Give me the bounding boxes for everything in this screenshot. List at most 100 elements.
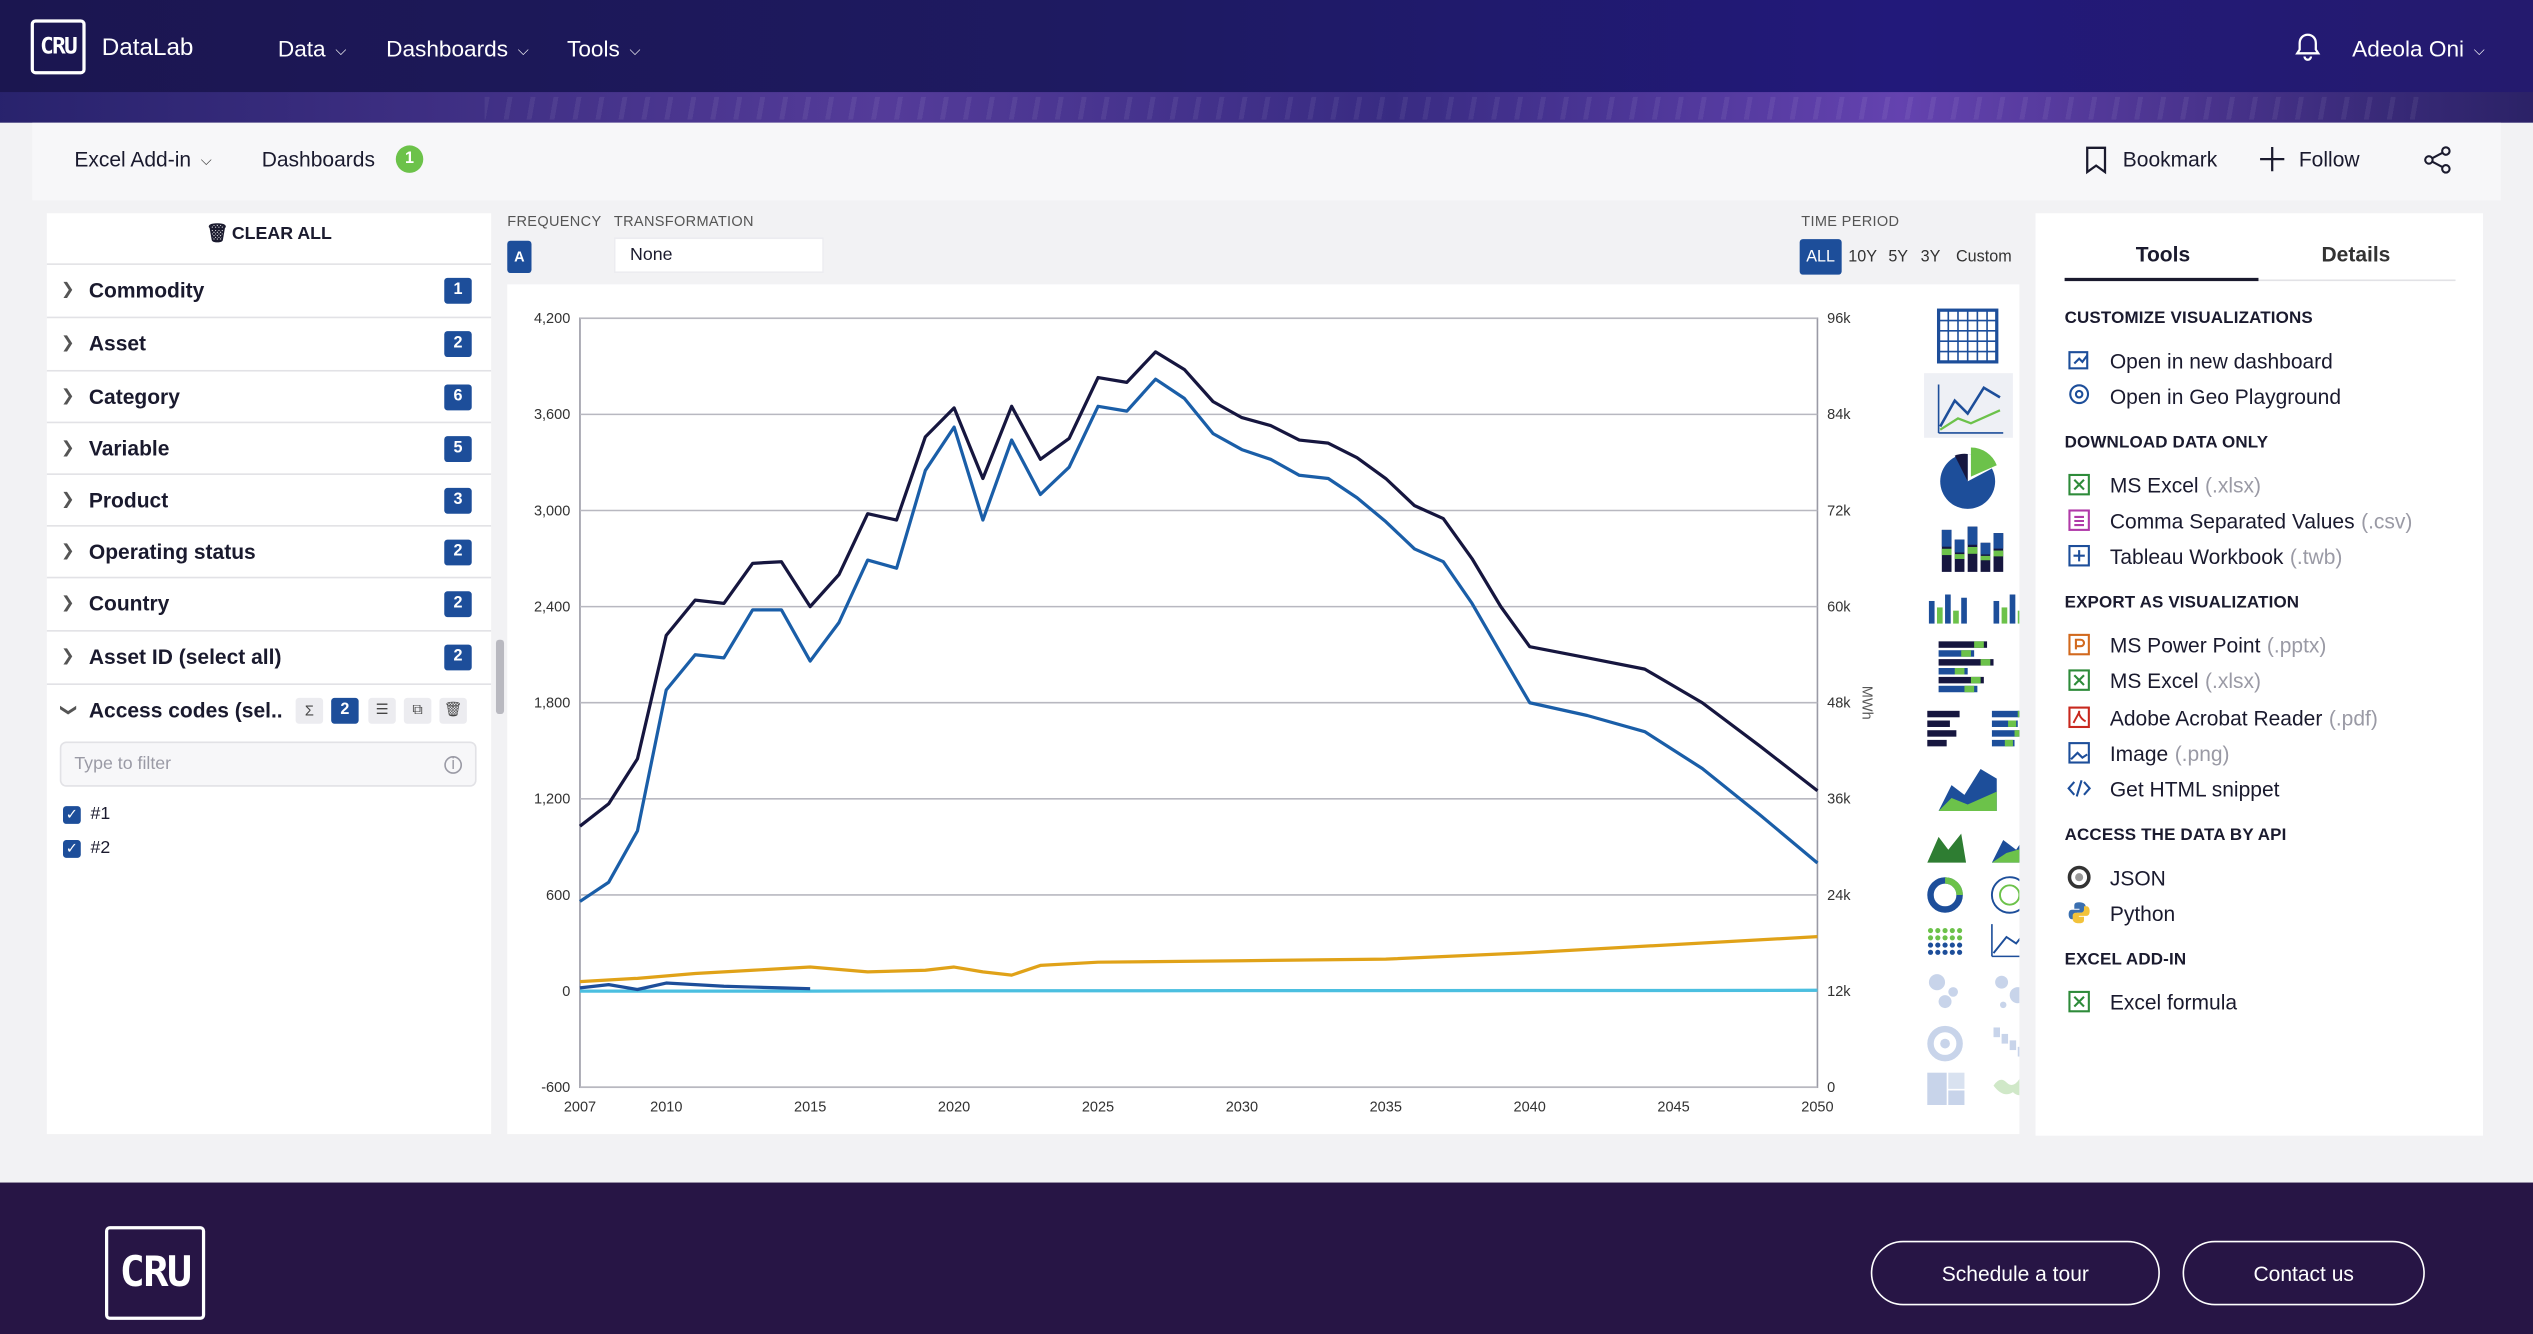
- time-period-custom[interactable]: Custom: [1955, 247, 2012, 266]
- share-icon[interactable]: [2423, 145, 2452, 174]
- grouped-bar-chart-icon[interactable]: [1961, 597, 1967, 624]
- get-html-snippet[interactable]: Get HTML snippet: [2065, 774, 2279, 803]
- filter-operating-status[interactable]: ❯ Operating status 2: [46, 525, 492, 577]
- treemap-chart-icon[interactable]: [1948, 1072, 1965, 1089]
- grouped-bar-100-chart-icon[interactable]: [2001, 607, 2008, 624]
- dot-matrix-chart-icon[interactable]: [1949, 949, 1955, 955]
- bookmark-button[interactable]: Bookmark: [2122, 147, 2218, 172]
- horizontal-bar-chart-icon[interactable]: [1938, 650, 1975, 657]
- time-period-all[interactable]: ALL: [1799, 239, 1842, 275]
- scatter-bubble-chart-icon[interactable]: [2009, 987, 2026, 1004]
- horizontal-bar-chart-icon[interactable]: [1938, 668, 1968, 675]
- horizontal-stacked-bar-small-icon[interactable]: [2004, 739, 2013, 747]
- horizontal-bar-small-icon[interactable]: [1927, 739, 1947, 747]
- download-excel[interactable]: MS Excel (.xlsx): [2065, 470, 2261, 499]
- api-python[interactable]: Python: [2065, 898, 2175, 927]
- export-excel[interactable]: MS Excel (.xlsx): [2065, 666, 2261, 695]
- time-period-10y[interactable]: 10Y: [1848, 247, 1878, 266]
- tab-tools[interactable]: Tools: [2135, 242, 2191, 267]
- horizontal-bar-small-icon[interactable]: [1927, 710, 1960, 718]
- radial-chart-icon[interactable]: [1999, 884, 2021, 906]
- series-line[interactable]: [579, 377, 1819, 903]
- filter-category[interactable]: ❯ Category 6: [46, 369, 492, 422]
- donut-chart-icon[interactable]: [1944, 877, 1963, 896]
- line-chart-icon[interactable]: [1939, 385, 2001, 428]
- horizontal-bar-chart-icon[interactable]: [1980, 659, 1991, 666]
- bubble-chart-icon[interactable]: [1928, 974, 1946, 991]
- nav-tools[interactable]: Tools ⌵: [567, 36, 641, 62]
- dot-matrix-chart-icon[interactable]: [1935, 927, 1941, 934]
- stacked-bar-chart-icon[interactable]: [1967, 526, 1978, 545]
- checkbox-checked-icon[interactable]: ✓: [63, 805, 81, 824]
- contact-us-button[interactable]: Contact us: [2182, 1240, 2425, 1306]
- sunburst-chart-icon[interactable]: [1940, 1038, 1950, 1049]
- filter-variable[interactable]: ❯ Variable 5: [46, 421, 492, 474]
- clear-all-button[interactable]: 🗑 CLEAR ALL: [47, 223, 491, 244]
- dot-matrix-chart-icon[interactable]: [1949, 942, 1955, 948]
- schedule-tour-button[interactable]: Schedule a tour: [1870, 1240, 2160, 1306]
- dot-matrix-chart-icon[interactable]: [1957, 927, 1963, 934]
- export-powerpoint[interactable]: MS Power Point (.pptx): [2065, 630, 2326, 659]
- bubble-chart-icon[interactable]: [1938, 995, 1952, 1009]
- notification-bell-icon[interactable]: [2294, 32, 2321, 61]
- line-chart[interactable]: -600 0 0 12k 600 24k 1,200 36k 1,800 48k 2,400 60k 3…: [507, 284, 2032, 1134]
- treemap-chart-icon[interactable]: [1927, 1072, 1947, 1106]
- horizontal-bar-chart-icon[interactable]: [1961, 650, 1971, 657]
- grouped-bar-chart-icon[interactable]: [1928, 600, 1935, 624]
- trash-icon[interactable]: 🗑: [439, 697, 467, 723]
- time-period-3y[interactable]: 3Y: [1920, 247, 1941, 266]
- access-codes-filter-input[interactable]: Type to filter i: [59, 741, 477, 787]
- download-csv[interactable]: Comma Separated Values (.csv): [2065, 506, 2412, 535]
- dot-matrix-chart-icon[interactable]: [1942, 927, 1948, 934]
- filter-product[interactable]: ❯ Product 3: [46, 473, 492, 525]
- dot-matrix-chart-icon[interactable]: [1942, 935, 1948, 941]
- filter-asset-id[interactable]: ❯ Asset ID (select all) 2: [46, 630, 492, 682]
- checkbox-option-2[interactable]: ✓ #2: [63, 838, 110, 858]
- stacked-bar-chart-icon[interactable]: [1954, 539, 1965, 553]
- horizontal-stacked-bar-small-icon[interactable]: [2008, 720, 2017, 727]
- transformation-select[interactable]: None: [613, 237, 824, 274]
- map-chart-icon[interactable]: [1993, 1079, 2030, 1096]
- dot-matrix-chart-icon[interactable]: [1935, 935, 1941, 941]
- nav-dashboards[interactable]: Dashboards ⌵: [386, 36, 529, 62]
- grouped-bar-chart-icon[interactable]: [1953, 610, 1959, 624]
- bubble-chart-icon[interactable]: [1948, 987, 1958, 997]
- scatter-bubble-chart-icon[interactable]: [1999, 1001, 2007, 1009]
- series-line[interactable]: [579, 981, 811, 992]
- stacked-bar-chart-icon[interactable]: [1980, 542, 1991, 555]
- grouped-bar-100-chart-icon[interactable]: [2009, 594, 2016, 624]
- grouped-bar-chart-icon[interactable]: [1945, 594, 1951, 624]
- checkbox-option-1[interactable]: ✓ #1: [63, 805, 110, 824]
- follow-button[interactable]: Follow: [2298, 147, 2360, 172]
- dashboards-link[interactable]: Dashboards: [262, 147, 375, 171]
- pie-chart-slice-icon[interactable]: [1970, 447, 1997, 477]
- export-image[interactable]: Image (.png): [2065, 738, 2230, 767]
- dot-matrix-chart-icon[interactable]: [1927, 927, 1934, 934]
- horizontal-bar-chart-icon[interactable]: [1970, 676, 1981, 684]
- waterfall-chart-icon[interactable]: [2001, 1033, 2009, 1044]
- radial-chart-icon[interactable]: [1990, 876, 2029, 914]
- dot-matrix-chart-icon[interactable]: [1927, 935, 1934, 941]
- series-line[interactable]: [579, 935, 1818, 984]
- waterfall-chart-icon[interactable]: [2017, 1046, 2025, 1057]
- sort-icon[interactable]: ☰: [368, 697, 396, 723]
- frequency-selector[interactable]: A: [507, 240, 532, 274]
- waterfall-chart-icon[interactable]: [2009, 1040, 2017, 1051]
- scatter-bubble-chart-icon[interactable]: [1995, 975, 2009, 989]
- series-line[interactable]: [579, 988, 1818, 993]
- horizontal-bar-chart-icon[interactable]: [1938, 659, 1994, 666]
- download-tableau[interactable]: Tableau Workbook (.twb): [2065, 541, 2342, 570]
- dot-matrix-chart-icon[interactable]: [1935, 942, 1941, 948]
- horizontal-bar-chart-icon[interactable]: [1954, 668, 1965, 675]
- stacked-bar-chart-icon[interactable]: [1941, 548, 1952, 556]
- series-line[interactable]: [578, 350, 1819, 828]
- filter-access-codes[interactable]: ❯ Access codes (sel.. Σ 2 ☰ ⧉ 🗑: [46, 683, 492, 735]
- line-chart-icon[interactable]: [1939, 409, 2001, 431]
- waterfall-chart-icon[interactable]: [1993, 1027, 2000, 1038]
- line-chart-selected-bg[interactable]: [1924, 373, 2013, 438]
- stacked-bar-chart-icon[interactable]: [1954, 554, 1965, 559]
- horizontal-bar-chart-icon[interactable]: [1938, 685, 1978, 693]
- open-new-dashboard[interactable]: Open in new dashboard: [2065, 346, 2333, 375]
- time-period-5y[interactable]: 5Y: [1888, 247, 1909, 266]
- sparkline-chart-icon[interactable]: [1992, 926, 2030, 954]
